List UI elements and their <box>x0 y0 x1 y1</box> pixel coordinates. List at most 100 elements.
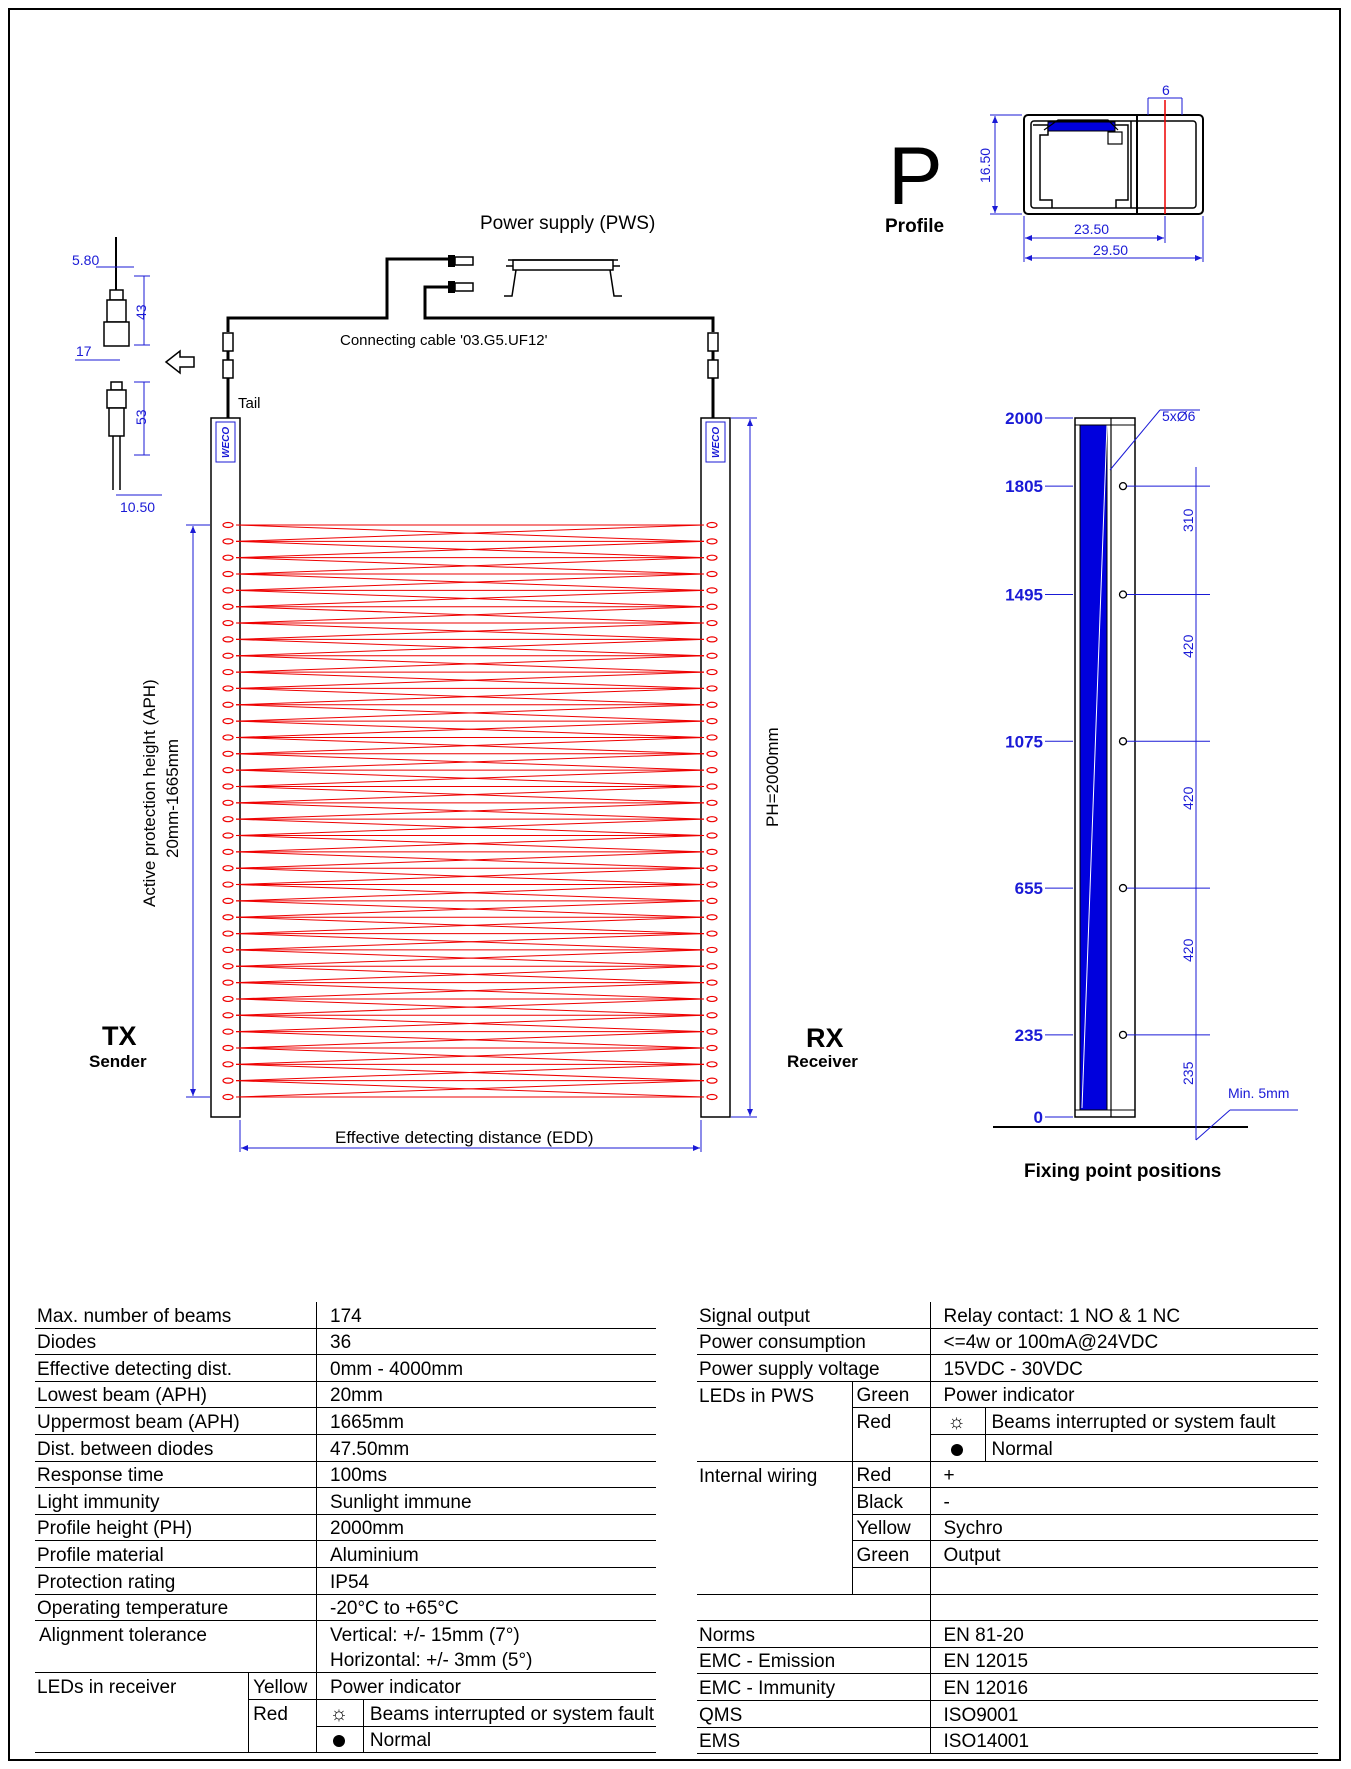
beam-line <box>235 606 705 624</box>
beam-line <box>235 524 705 542</box>
sheet-frame <box>8 8 1341 1761</box>
tx-diode <box>222 783 234 790</box>
tx-diode <box>222 538 234 545</box>
spacing-420-c: 420 <box>1180 938 1196 962</box>
table-row: Internal wiring Red + <box>697 1461 1318 1489</box>
spec-value: 1665mm <box>316 1407 656 1435</box>
beam-line <box>235 884 705 902</box>
pws-red-blink: Beams interrupted or system fault <box>984 1407 1318 1435</box>
connector-detail <box>103 237 130 490</box>
tx-diode <box>222 930 234 937</box>
beam-line <box>235 867 705 886</box>
blinking-sun-icon: ☼ <box>947 1410 966 1433</box>
spec-label: Operating temperature <box>35 1594 317 1622</box>
table-row: EMS ISO14001 <box>697 1727 1318 1755</box>
beam-line <box>235 1014 705 1033</box>
fixing-height-label: 655 <box>1015 879 1043 898</box>
alignment-horizontal: Horizontal: +/- 3mm (5°) <box>316 1646 656 1674</box>
diodes <box>222 521 718 1101</box>
dim-23-50: 23.50 <box>1074 221 1109 237</box>
rx-diode <box>706 832 718 839</box>
rx-diode <box>706 521 718 529</box>
fixing-hole <box>1118 590 1128 599</box>
detail-arrow-icon <box>164 349 195 375</box>
tx-diode <box>222 979 234 986</box>
wire-color: Black <box>851 1487 930 1515</box>
norm-label: EMS <box>697 1727 930 1755</box>
aph-range-label: 20mm-1665mm <box>163 739 182 858</box>
steady-dot-icon <box>950 1443 963 1456</box>
spec-value: <=4w or 100mA@24VDC <box>929 1328 1318 1356</box>
spec-label: Profile material <box>35 1540 317 1568</box>
beam-line <box>235 638 705 657</box>
fixing-dimension-labels: 5xØ6 310 420 420 420 235 Min. 5mm <box>1162 408 1289 1101</box>
led-red: Red <box>248 1699 317 1726</box>
tail-label: Tail <box>238 395 261 412</box>
tx-diode <box>222 734 234 741</box>
beam-line <box>235 933 705 951</box>
rx-diode <box>706 897 718 904</box>
tx-diode <box>222 554 234 561</box>
tx-diode <box>222 1044 234 1052</box>
spec-label: Light immunity <box>35 1487 317 1515</box>
table-row <box>697 1594 1318 1622</box>
wire-color: Green <box>851 1540 930 1568</box>
tx-diode <box>222 995 234 1003</box>
table-row: Max. number of beams 174 <box>35 1302 656 1329</box>
rx-diode <box>706 1093 718 1101</box>
table-row: Alignment tolerance Vertical: +/- 15mm (… <box>35 1620 656 1647</box>
rx-connector <box>707 332 719 418</box>
wire-color: Yellow <box>851 1514 930 1542</box>
spacing-235: 235 <box>1180 1061 1196 1085</box>
tx-diode <box>222 668 234 676</box>
rx-diode <box>706 734 718 741</box>
norm-value: EN 81-20 <box>929 1620 1318 1648</box>
leds-pws-label: LEDs in PWS <box>699 1385 815 1407</box>
table-row <box>697 1567 1318 1595</box>
rx-diode <box>706 979 718 986</box>
rx-diode <box>706 783 718 790</box>
spec-table-left: Max. number of beams 174 Diodes 36 Effective… <box>35 1302 656 1754</box>
spec-label: Effective detecting dist. <box>35 1354 317 1382</box>
tx-diode <box>222 619 234 627</box>
dim-43: 43 <box>133 304 149 320</box>
rx-cable <box>423 285 715 332</box>
rx-diode <box>706 1077 718 1084</box>
table-row: Black - <box>697 1487 1318 1515</box>
rx-diode <box>706 1044 718 1052</box>
table-row: Normal <box>697 1434 1318 1462</box>
beam-line <box>235 573 705 591</box>
table-row: Diodes 36 <box>35 1328 656 1356</box>
beam-line <box>235 736 705 755</box>
rx-diode <box>706 1028 718 1035</box>
tx-diode <box>222 848 234 855</box>
tx-diode <box>222 767 234 774</box>
fixing-hole <box>1118 1030 1128 1040</box>
tx-diode <box>222 718 234 725</box>
spec-value: Relay contact: 1 NO & 1 NC <box>929 1302 1318 1329</box>
table-row: Light immunity Sunlight immune <box>35 1487 656 1515</box>
ph-label: PH=2000mm <box>763 727 782 827</box>
spec-value: 0mm - 4000mm <box>316 1354 656 1382</box>
power-supply-label: Power supply (PWS) <box>480 213 655 234</box>
tx-diode <box>222 652 234 659</box>
profile-section <box>1023 100 1204 215</box>
rx-diode <box>706 1012 718 1019</box>
beam-line <box>235 998 705 1016</box>
tx-diode <box>222 832 234 839</box>
fixing-profile <box>1074 417 1136 1118</box>
profile-letter: P <box>888 131 943 222</box>
table-row: Normal <box>35 1726 656 1754</box>
connector-dimension-labels: 5.80 43 17 53 10.50 <box>72 252 155 515</box>
fixing-title: Fixing point positions <box>1024 1161 1221 1182</box>
spec-value: Sunlight immune <box>316 1487 656 1515</box>
svg-text:WECO: WECO <box>711 427 722 458</box>
edd-label: Effective detecting distance (EDD) <box>335 1128 594 1147</box>
fixing-height-labels: 2000 1805 1495 1075 655 235 0 <box>1005 409 1043 1127</box>
beam-line <box>235 965 705 984</box>
fixing-height-label: 1805 <box>1005 477 1043 496</box>
table-cell <box>697 1488 852 1515</box>
tx-diode <box>222 946 234 954</box>
spacing-420-a: 420 <box>1180 634 1196 658</box>
spec-label: Max. number of beams <box>35 1302 317 1329</box>
